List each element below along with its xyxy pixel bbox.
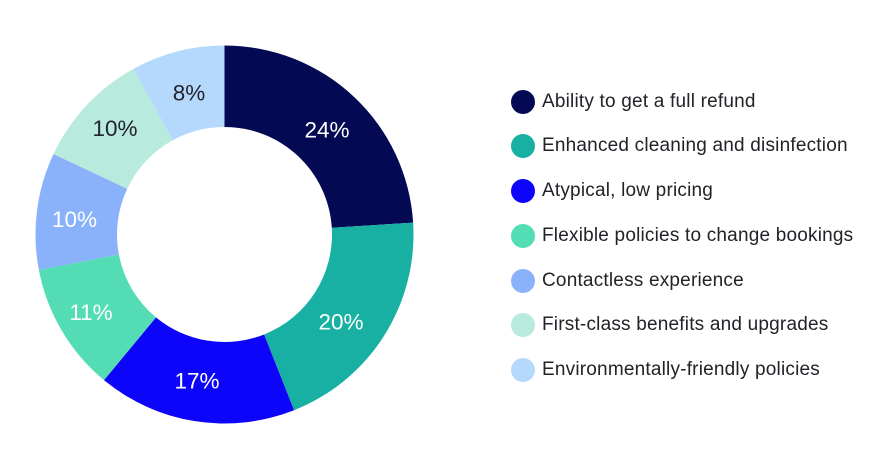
svg-text:10%: 10% (92, 116, 137, 141)
svg-text:17%: 17% (174, 369, 219, 394)
svg-text:11%: 11% (69, 300, 112, 325)
svg-text:20%: 20% (318, 310, 363, 335)
svg-text:24%: 24% (304, 118, 349, 143)
svg-text:10%: 10% (52, 207, 97, 232)
svg-text:8%: 8% (173, 81, 206, 106)
